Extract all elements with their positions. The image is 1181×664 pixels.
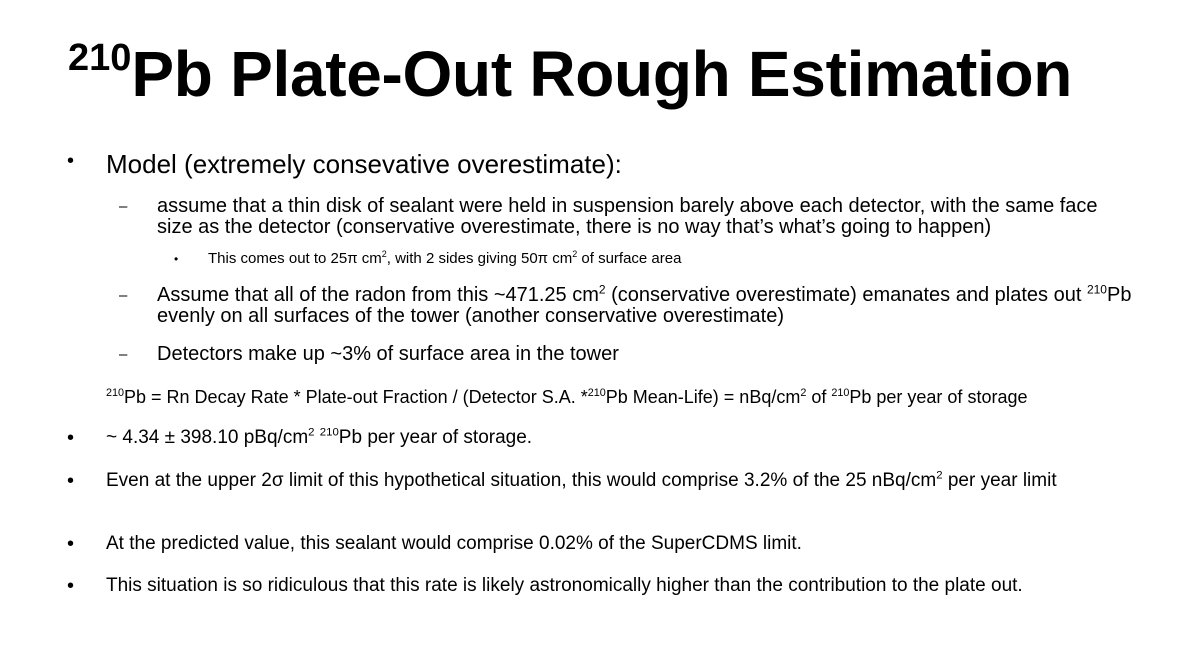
title-superscript: 210 [68,37,132,79]
bullet-result: • [67,427,75,449]
upper-text: Even at the upper 2σ limit of this hypot… [106,469,1057,491]
bullet-ridiculous: • [67,575,75,597]
result-text: ~ 4.34 ± 398.10 pBq/cm2 210Pb per year o… [106,426,533,448]
ridiculous-text: This situation is so ridiculous that thi… [106,575,1023,596]
model-text: Model (extremely consevative overestimat… [106,149,622,179]
sub1a-text: This comes out to 25π cm2, with 2 sides … [208,249,682,268]
bullet-upper: • [67,470,75,492]
predicted-text: At the predicted value, this sealant wou… [106,533,802,554]
title-text: Pb Plate-Out Rough Estimation [131,38,1073,110]
sub3-text: Detectors make up ~3% of surface area in… [157,343,619,365]
sub1-text: assume that a thin disk of sealant were … [157,195,1098,238]
bullet-sub1a: • [174,252,179,266]
dash-sub2: – [119,287,128,304]
dash-sub1: – [119,198,128,215]
dash-sub3: – [119,346,128,363]
bullet-predicted: • [67,533,75,555]
bullet-model: • [67,150,75,172]
sub2-text: Assume that all of the radon from this ~… [157,282,1132,327]
formula-text: 210Pb = Rn Decay Rate * Plate-out Fracti… [106,387,1028,407]
slide-title: 210Pb Plate-Out Rough Estimation [68,34,1072,114]
